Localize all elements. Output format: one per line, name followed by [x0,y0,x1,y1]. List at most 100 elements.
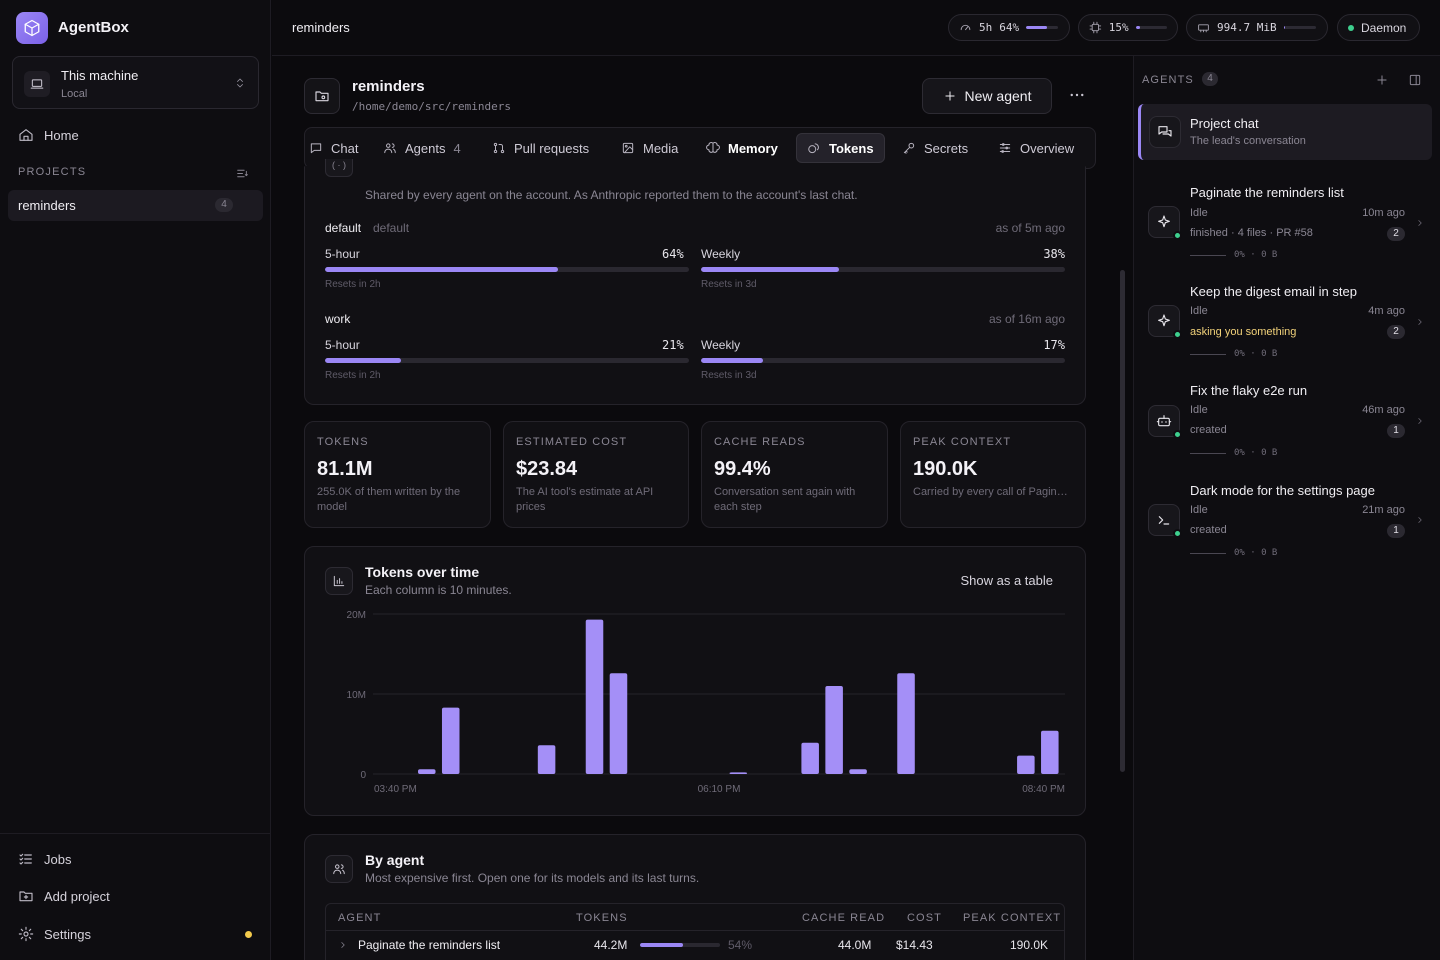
tab-tokens-label: Tokens [829,140,874,156]
list-check-icon [18,851,34,867]
project-chat-item[interactable]: Project chat The lead's conversation [1138,104,1432,160]
agent-foot: 0% · 0 B [1190,448,1277,458]
agent-foot-text: 0% · 0 B [1234,250,1278,260]
list-sort-icon[interactable] [235,167,249,180]
account-default-tag: default [373,221,410,235]
agent-note: finished · 4 files · PR #58 [1190,227,1313,239]
usage-bar [1026,26,1059,29]
agents-heading: AGENTS [1142,74,1194,86]
chart-subtitle: Each column is 10 minutes. [365,583,512,597]
nav-add-project[interactable]: Add project [18,888,110,904]
stat-tokens-desc: 255.0K of them written by the model [317,486,461,513]
chart-bar [1041,730,1059,774]
limits-note: Shared by every agent on the account. As… [365,188,858,202]
agent-item[interactable]: Dark mode for the settings page Idle 21m… [1134,482,1440,574]
agent-status: Idle [1190,504,1208,516]
tab-tokens[interactable]: Tokens [796,133,885,163]
rate-limits-card: ( · ) Shared by every agent on the accou… [304,159,1086,405]
folder-git-icon [304,78,340,114]
agent-status-dot [1173,529,1182,538]
users-icon [325,855,353,883]
agents-count: 4 [1202,72,1218,86]
agent-item[interactable]: Fix the flaky e2e run Idle 46m ago creat… [1134,382,1440,474]
more-options-icon[interactable] [1068,86,1086,104]
default-weekly-bar-fill [701,267,840,272]
stat-tokens: TOKENS 81.1M 255.0K of them written by t… [304,421,491,528]
work-5h-bar [325,358,689,363]
brain-icon [706,141,720,155]
agent-title: Keep the digest email in step [1190,284,1357,299]
daemon-status-pill[interactable]: Daemon [1337,14,1420,41]
chevron-right-icon [1415,415,1425,427]
account-default-name: default [325,221,362,235]
agent-foot-text: 0% · 0 B [1234,349,1278,359]
project-chat-sub: The lead's conversation [1190,135,1306,147]
stat-tokens-label: TOKENS [317,436,369,448]
agent-title: Dark mode for the settings page [1190,483,1375,498]
memory-bar [1283,26,1316,29]
tab-secrets-label: Secrets [924,140,969,156]
work-weekly-bar-fill [701,358,763,363]
nav-jobs[interactable]: Jobs [18,851,71,867]
chart-y-tick: 0 [360,770,366,781]
agent-ago: 4m ago [1368,305,1405,317]
bar-chart-icon [325,567,353,595]
chart-bar [825,686,843,774]
sidebar-item-reminders[interactable]: reminders 4 [8,190,263,221]
machine-name: This machine [61,68,139,83]
tab-pull-requests[interactable]: Pull requests [482,133,599,163]
tab-agents-count: 4 [453,140,461,156]
chevron-updown-icon [234,76,246,90]
nav-home[interactable]: Home [18,127,79,143]
nav-settings[interactable]: Settings [18,926,91,942]
chart-bar [441,707,460,774]
usage-pill[interactable]: 5h 64% [948,14,1070,41]
stat-tokens-value: 81.1M [317,458,373,480]
default-5h-pct: 64% [662,247,684,261]
chart-y-tick: 20M [347,610,366,621]
show-table-toggle[interactable]: Show as a table [960,573,1053,588]
row-share-bar [640,943,720,947]
memory-bar-fill [1283,26,1286,29]
gauge-icon [959,21,972,34]
sliders-icon [998,141,1012,155]
col-peak-context: PEAK CONTEXT [963,912,1062,924]
agent-item[interactable]: Keep the digest email in step Idle 4m ag… [1134,283,1440,375]
chat-bubbles-icon [1149,116,1181,148]
panel-toggle-icon[interactable] [1408,73,1422,87]
stat-cache-value: 99.4% [714,458,771,480]
project-count: 4 [215,198,233,212]
project-path: /home/demo/src/reminders [352,100,511,113]
tab-overview[interactable]: Overview [988,133,1084,163]
row-tokens: 44.2M [594,938,628,952]
default-weekly-pct: 38% [1043,247,1065,261]
plus-icon [943,89,957,103]
tab-agents[interactable]: Agents 4 [373,133,471,163]
by-agent-subtitle: Most expensive first. Open one for its m… [365,871,700,885]
tab-secrets[interactable]: Secrets [892,133,978,163]
machine-selector[interactable]: This machine Local [12,56,259,109]
tab-chat[interactable]: Chat [299,133,368,163]
agent-foot: 0% · 0 B [1190,548,1277,558]
work-5h-pct: 21% [662,338,684,352]
tab-media[interactable]: Media [611,133,688,163]
stat-cost-value: $23.84 [516,458,578,480]
default-weekly-label: Weekly [701,247,741,261]
main-scrollbar[interactable] [1120,270,1125,772]
tab-overview-label: Overview [1020,140,1075,156]
stat-cache-label: CACHE READS [714,436,806,448]
main-content: reminders /home/demo/src/reminders New a… [272,56,1128,960]
agent-note: asking you something [1190,326,1297,338]
memory-pill[interactable]: 994.7 MiB [1186,14,1328,41]
agent-item[interactable]: Paginate the reminders list Idle 10m ago… [1134,184,1440,276]
machine-sub: Local [61,88,88,100]
tab-memory[interactable]: Memory [696,133,788,163]
table-row[interactable]: Paginate the reminders list 44.2M 54% 44… [326,931,1064,960]
agent-status-dot [1173,430,1182,439]
cpu-pill[interactable]: 15% [1078,14,1178,41]
projects-heading: PROJECTS [18,166,87,178]
account-work-asof: as of 16m ago [988,312,1065,326]
agent-foot-text: 0% · 0 B [1234,548,1278,558]
new-agent-button[interactable]: New agent [922,78,1052,114]
plus-icon[interactable] [1375,73,1389,87]
